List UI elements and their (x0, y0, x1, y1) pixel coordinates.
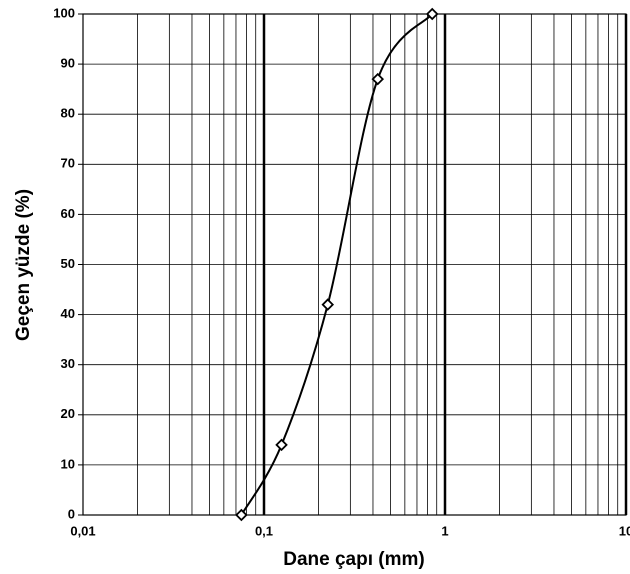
x-axis-title: Dane çapı (mm) (283, 549, 424, 570)
x-tick-label: 1 (441, 523, 448, 538)
marker (321, 298, 335, 311)
y-axis-title: Geçen yüzde (%) (13, 189, 34, 341)
x-tick-label: 0,01 (70, 523, 95, 538)
y-tick-label: 50 (61, 256, 75, 271)
y-tick-label: 10 (61, 456, 75, 471)
x-tick-label: 0,1 (255, 523, 273, 538)
marker (425, 7, 439, 21)
y-tick-label: 100 (53, 5, 75, 20)
plot-frame (82, 13, 627, 516)
curve (240, 13, 433, 516)
y-tick-label: 0 (68, 506, 75, 521)
y-tick-label: 70 (61, 156, 75, 171)
y-tick-label: 20 (61, 406, 75, 421)
marker (235, 508, 248, 522)
marker (371, 72, 385, 86)
y-tick-label: 80 (61, 106, 75, 121)
y-tick-label: 40 (61, 306, 75, 321)
marker (275, 438, 288, 452)
y-tick-label: 60 (61, 206, 75, 221)
x-tick-label: 10 (619, 523, 630, 538)
y-tick-label: 30 (61, 356, 75, 371)
y-tick-label: 90 (61, 56, 75, 71)
